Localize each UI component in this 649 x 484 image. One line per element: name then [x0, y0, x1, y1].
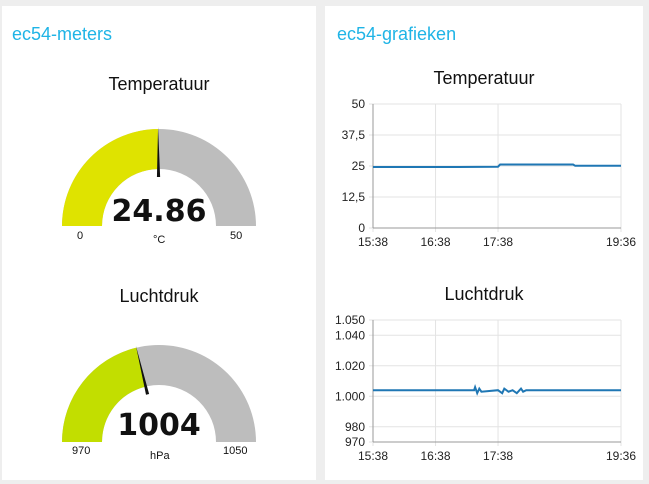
temperature-gauge-fill	[62, 129, 159, 226]
pressure-chart-y-tick-label: 970	[345, 435, 365, 449]
pressure-chart-x-tick-label: 16:38	[421, 449, 451, 463]
pressure-chart-y-tick-label: 1.050	[335, 313, 365, 327]
pressure-gauge-needle	[135, 345, 150, 395]
temperature-gauge-title: Temperatuur	[108, 74, 210, 94]
pressure-gauge-max: 1050	[223, 445, 248, 457]
temperature-chart-y-tick-label: 37,5	[342, 128, 366, 142]
pressure-gauge-fill	[62, 347, 146, 442]
temperature-chart-y-tick-label: 25	[352, 159, 366, 173]
temperature-chart-title: Temperatuur	[433, 68, 535, 88]
temperature-chart-x-tick-label: 15:38	[358, 235, 388, 249]
temperature-gauge-max: 50	[230, 230, 243, 242]
pressure-gauge-value: 1004	[117, 408, 201, 443]
temperature-chart-y-tick-label: 0	[358, 221, 365, 235]
pressure-chart-y-tick-label: 1.000	[335, 389, 365, 403]
pressure-chart-x-tick-label: 17:38	[483, 449, 513, 463]
temperature-chart-x-tick-label: 16:38	[421, 235, 451, 249]
pressure-chart-title: Luchtdruk	[444, 284, 524, 304]
temperature-gauge-needle	[156, 127, 161, 178]
pressure-gauge-title: Luchtdruk	[119, 286, 199, 306]
temperature-chart-x-tick-label: 17:38	[483, 235, 513, 249]
temperature-chart-y-tick-label: 50	[352, 97, 366, 111]
pressure-gauge-min: 970	[72, 445, 91, 457]
charts-card-title: ec54-grafieken	[337, 24, 457, 44]
temperature-chart-series-line	[373, 163, 621, 168]
pressure-chart-x-tick-label: 15:38	[358, 449, 388, 463]
pressure-gauge	[62, 345, 256, 442]
pressure-chart-y-tick-label: 1.020	[335, 359, 365, 373]
meters-card: ec54-meters Temperatuur 24.86 0 °C 50 Lu…	[2, 6, 316, 480]
pressure-gauge-unit: hPa	[150, 450, 170, 462]
pressure-chart-series-line	[373, 383, 621, 396]
temperature-chart[interactable]: 15:38 16:38 17:38 19:36 0 12,5 25 37,5 50	[325, 94, 643, 266]
temperature-gauge-unit: °C	[153, 234, 166, 246]
temperature-gauge	[62, 127, 256, 226]
pressure-chart-y-tick-label: 980	[345, 420, 365, 434]
temperature-gauge-value: 24.86	[111, 194, 207, 229]
pressure-chart-x-tick-label: 19:36	[606, 449, 636, 463]
pressure-chart-y-tick-label: 1.040	[335, 328, 365, 342]
temperature-gauge-min: 0	[77, 230, 84, 242]
meters-card-title: ec54-meters	[12, 24, 113, 44]
charts-card: ec54-grafieken Temperatuur 15:38 16:38 17:…	[325, 6, 643, 480]
temperature-chart-y-tick-label: 12,5	[342, 190, 366, 204]
temperature-chart-x-tick-label: 19:36	[606, 235, 636, 249]
